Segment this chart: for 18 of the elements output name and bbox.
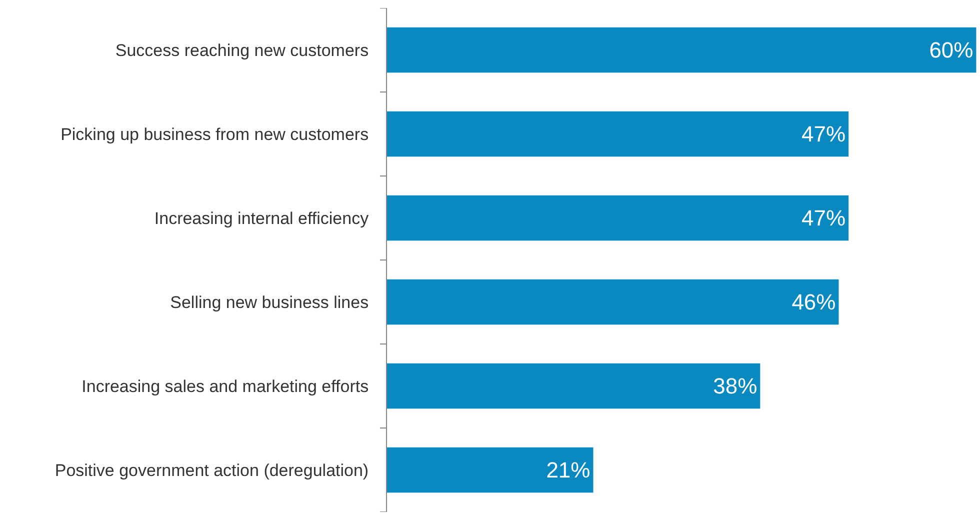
y-tick-label: Picking up business from new customers	[60, 124, 369, 144]
data-label: 21%	[546, 458, 590, 482]
data-label: 60%	[929, 38, 974, 62]
data-label: 47%	[802, 122, 846, 146]
bar	[387, 447, 594, 493]
bar	[387, 27, 976, 73]
y-tick-label: Increasing internal efficiency	[154, 208, 370, 228]
data-label: 38%	[713, 374, 758, 398]
y-tick-label: Success reaching new customers	[115, 40, 369, 60]
data-label: 47%	[802, 206, 846, 230]
y-tick-label: Positive government action (deregulation)	[54, 460, 369, 480]
data-label: 46%	[792, 290, 836, 314]
y-tick-label: Increasing sales and marketing efforts	[82, 376, 369, 396]
bar	[387, 111, 849, 157]
bar	[387, 363, 760, 409]
bar	[387, 195, 849, 241]
y-tick-label: Selling new business lines	[170, 292, 369, 312]
bar	[387, 279, 839, 325]
